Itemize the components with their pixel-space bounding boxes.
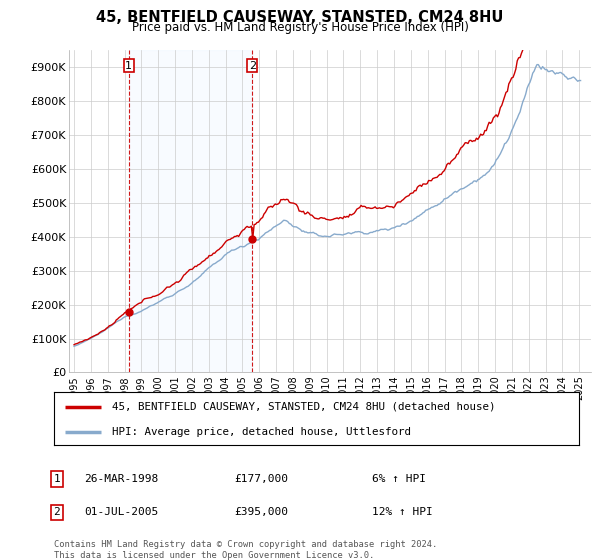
Text: £177,000: £177,000 xyxy=(234,474,288,484)
Text: 12% ↑ HPI: 12% ↑ HPI xyxy=(372,507,433,517)
Text: 2: 2 xyxy=(248,60,256,71)
Text: Contains HM Land Registry data © Crown copyright and database right 2024.
This d: Contains HM Land Registry data © Crown c… xyxy=(54,540,437,560)
Text: 45, BENTFIELD CAUSEWAY, STANSTED, CM24 8HU (detached house): 45, BENTFIELD CAUSEWAY, STANSTED, CM24 8… xyxy=(112,402,495,412)
Text: 6% ↑ HPI: 6% ↑ HPI xyxy=(372,474,426,484)
Text: HPI: Average price, detached house, Uttlesford: HPI: Average price, detached house, Uttl… xyxy=(112,427,411,437)
Bar xyxy=(129,50,252,372)
Text: 45, BENTFIELD CAUSEWAY, STANSTED, CM24 8HU: 45, BENTFIELD CAUSEWAY, STANSTED, CM24 8… xyxy=(97,10,503,25)
Text: 01-JUL-2005: 01-JUL-2005 xyxy=(84,507,158,517)
Text: 1: 1 xyxy=(125,60,132,71)
Text: £395,000: £395,000 xyxy=(234,507,288,517)
Text: 1: 1 xyxy=(53,474,61,484)
Text: Price paid vs. HM Land Registry's House Price Index (HPI): Price paid vs. HM Land Registry's House … xyxy=(131,21,469,34)
Text: 2: 2 xyxy=(53,507,61,517)
Text: 26-MAR-1998: 26-MAR-1998 xyxy=(84,474,158,484)
